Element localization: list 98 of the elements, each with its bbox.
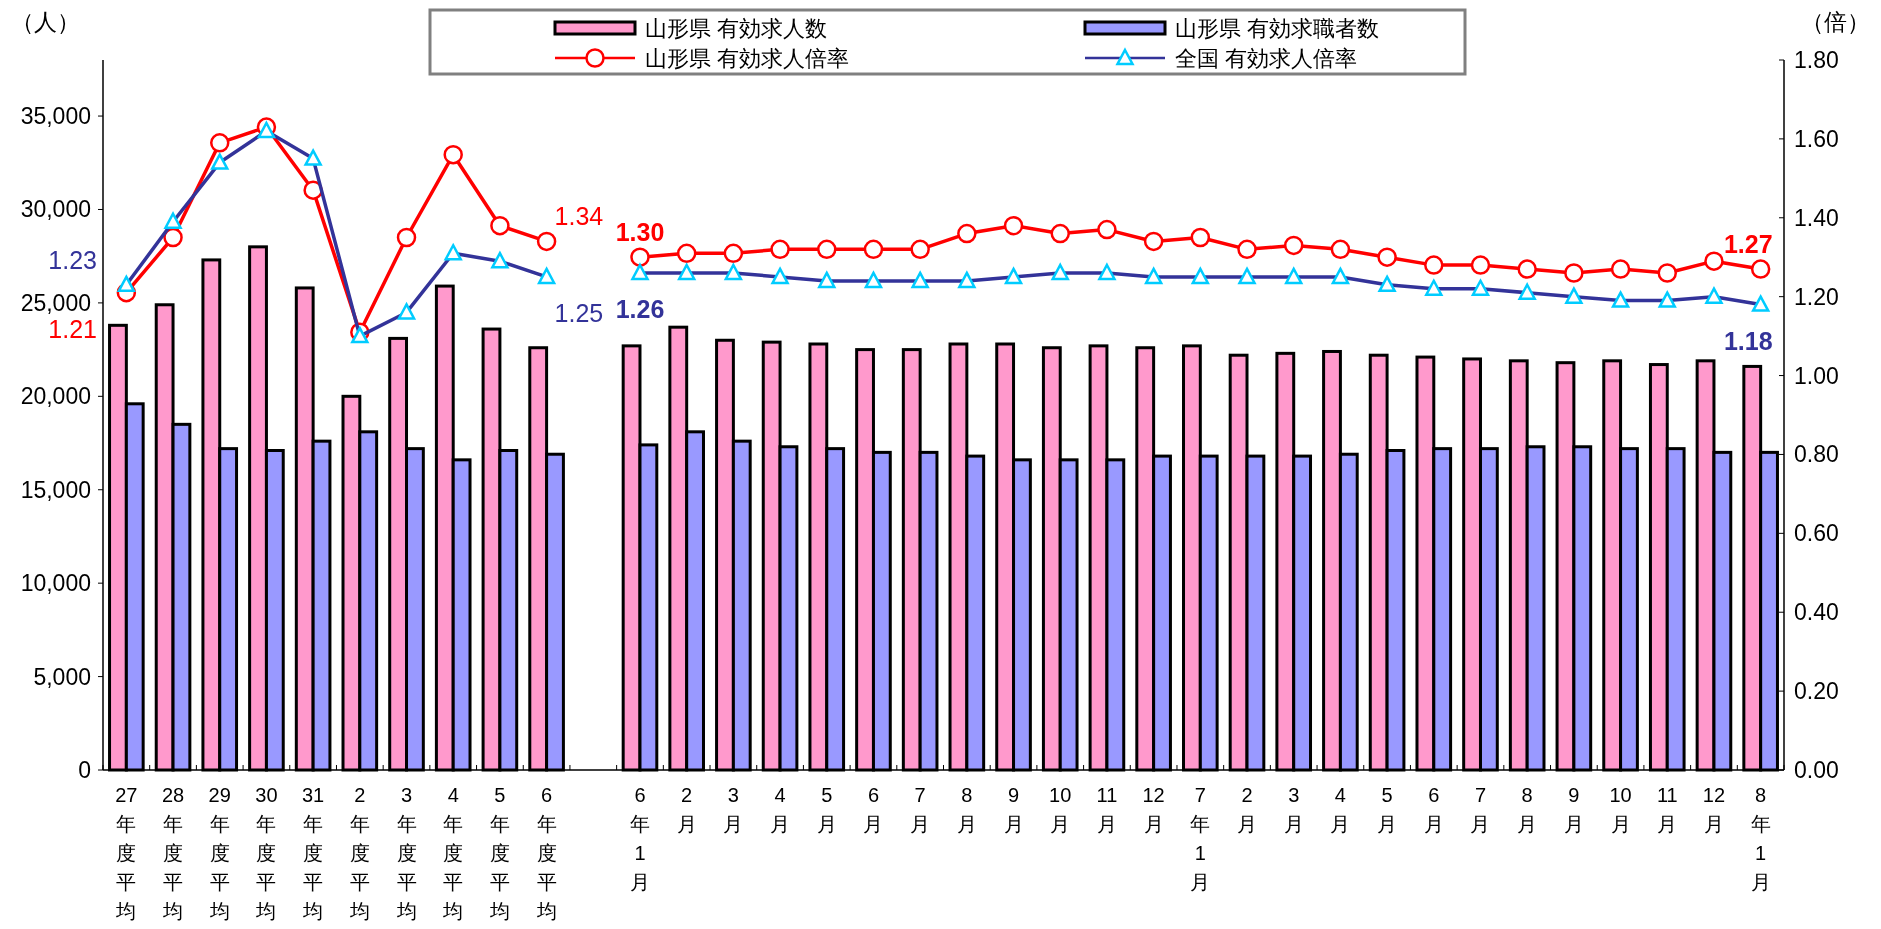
point [1517,259,1537,279]
point [1424,255,1444,275]
point [1564,263,1584,283]
x-tick-label: 5年度平均 [488,784,510,922]
x-tick-label: 12月 [1702,784,1726,835]
y2-tick-label: 1.60 [1794,125,1839,152]
x-tick-label: 7年1月 [1190,784,1211,893]
data-label: 1.18 [1723,326,1773,355]
point [1330,239,1351,260]
y2-tick-label: 0.80 [1794,441,1839,468]
point [1190,227,1211,248]
x-tick-label: 11月 [1656,784,1678,835]
x-tick-label: 8月 [1517,784,1538,835]
x-tick-label: 9月 [1003,784,1024,835]
x-tick-label: 12月 [1142,784,1165,835]
x-tick-label: 8年1月 [1750,784,1771,893]
y2-tick-label: 0.00 [1794,757,1839,783]
y2-tick-label: 0.40 [1794,599,1839,626]
x-tick-label: 4月 [1330,784,1351,835]
x-tick-label: 4月 [770,784,791,835]
x-tick-label: 7月 [910,784,931,835]
legend-label: 全国 有効求人倍率 [1175,46,1358,71]
x-tick-label: 30年度平均 [255,784,278,922]
point [630,247,650,267]
x-tick-label: 31年度平均 [302,784,325,922]
point [910,239,930,260]
x-tick-label: 5月 [1377,784,1398,835]
x-tick-label: 6月 [1423,784,1444,835]
y-tick-label: 15,000 [20,476,91,503]
point [1283,235,1304,256]
point [163,227,183,248]
y2-tick-label: 1.40 [1794,204,1839,231]
x-tick-label: 6月 [863,784,884,835]
y2-tick-label: 0.20 [1794,678,1839,705]
point [1657,263,1678,283]
x-tick-label: 2月 [1237,784,1258,835]
x-tick-label: 28年度平均 [161,784,185,922]
y2-tick-label: 1.80 [1794,47,1839,73]
data-label: 1.34 [554,202,604,231]
point [676,243,697,264]
legend-label: 山形県 有効求人倍率 [645,46,850,71]
x-tick-label: 9月 [1563,784,1584,835]
point [1003,215,1024,236]
point [209,133,230,153]
y2-tick-label: 1.20 [1794,283,1839,310]
x-tick-label: 29年度平均 [208,784,231,922]
point [817,239,837,260]
y2-tick-label: 0.60 [1794,520,1839,547]
point [1237,239,1257,260]
data-label: 1.25 [554,298,604,327]
x-tick-label: 5月 [816,784,837,835]
point [1470,255,1491,275]
point [770,239,790,260]
y-axis-title: （人） [10,9,80,35]
y-tick-label: 5,000 [33,663,91,690]
point [723,243,744,264]
data-label: 1.30 [615,218,665,247]
data-label: 1.26 [615,295,665,323]
x-tick-label: 3月 [723,784,744,835]
point [1704,251,1724,271]
point [863,239,884,260]
x-tick-label: 6年度平均 [535,784,557,922]
x-tick-label: 11月 [1096,784,1118,835]
x-tick-label: 10月 [1609,784,1632,835]
point [490,215,510,236]
x-tick-label: 27年度平均 [115,784,138,922]
y-tick-label: 30,000 [20,196,91,223]
x-tick-label: 6年1月 [629,784,650,893]
y-tick-label: 25,000 [20,289,91,316]
x-tick-label: 3月 [1283,784,1304,835]
point [1050,223,1070,244]
x-tick-label: 10月 [1049,784,1072,835]
x-tick-label: 2年度平均 [348,784,370,922]
point [443,144,463,165]
y-tick-label: 35,000 [20,103,91,130]
point [1377,247,1397,267]
point [1750,259,1771,279]
y-tick-label: 10,000 [20,570,91,597]
data-label: 1.21 [48,314,97,343]
x-tick-label: 2月 [676,784,697,835]
y2-tick-label: 1.00 [1794,362,1839,389]
point [1097,219,1117,240]
point [957,223,977,244]
y-tick-label: 0 [78,757,91,783]
legend-label: 山形県 有効求職者数 [1175,16,1380,41]
point [536,231,557,252]
y2-axis-title: （倍） [1800,9,1870,35]
x-tick-label: 4年度平均 [442,784,464,922]
x-tick-label: 3年度平均 [395,784,417,922]
data-label: 1.27 [1723,230,1773,259]
point [1143,231,1164,252]
point [396,227,417,248]
y-tick-label: 20,000 [20,383,91,410]
legend-label: 山形県 有効求人数 [645,16,828,41]
x-tick-label: 8月 [956,784,977,835]
point [1610,259,1631,279]
data-label: 1.23 [48,245,97,274]
x-tick-label: 7月 [1470,784,1491,835]
